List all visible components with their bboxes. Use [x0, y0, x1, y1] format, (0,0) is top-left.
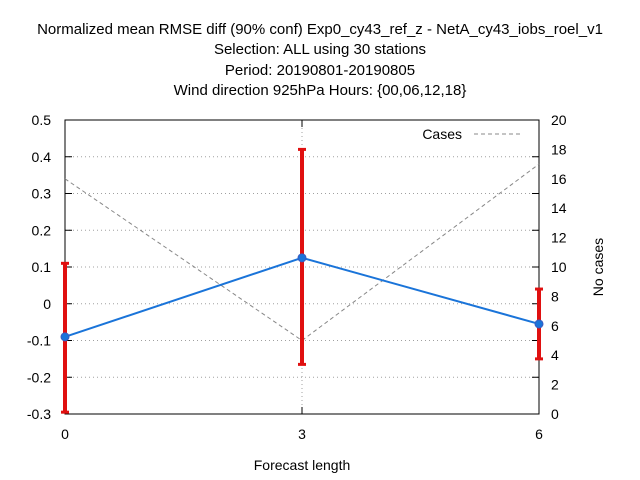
x-tick-label: 0: [61, 426, 69, 442]
data-point: [534, 319, 544, 329]
title-line-2: Selection: ALL using 30 stations: [213, 41, 427, 58]
y2-axis-label: No cases: [590, 238, 606, 296]
cases-line: [64, 163, 540, 342]
y2-tick-label: 2: [551, 377, 559, 393]
y-tick-label: -0.2: [27, 369, 51, 385]
y-tick-label: 0.3: [32, 186, 52, 202]
title-line-4: Wind direction 925hPa Hours: {00,06,12,1…: [173, 82, 467, 99]
y-tick-label: -0.3: [27, 406, 51, 422]
y-tick-label: 0.4: [32, 149, 52, 165]
data-point: [60, 332, 70, 342]
y2-tick-label: 6: [551, 318, 559, 334]
title-line-1: Normalized mean RMSE diff (90% conf) Exp…: [37, 21, 603, 38]
data-point: [297, 253, 307, 263]
title-line-3: Period: 20190801-20190805: [224, 62, 416, 79]
x-tick-label: 6: [535, 426, 543, 442]
y2-tick-label: 18: [551, 141, 567, 157]
y2-tick-label: 10: [551, 259, 567, 275]
y2-tick-label: 14: [551, 200, 567, 216]
y2-tick-label: 16: [551, 171, 567, 187]
x-tick-label: 3: [298, 426, 306, 442]
y-tick-label: 0.5: [32, 112, 52, 128]
y-tick-label: -0.1: [27, 333, 51, 349]
y2-tick-label: 12: [551, 230, 567, 246]
y2-tick-label: 20: [551, 112, 567, 128]
y-tick-label: 0.1: [32, 259, 52, 275]
y-tick-label: 0.2: [32, 222, 52, 238]
x-axis-label: Forecast length: [254, 457, 351, 473]
y2-tick-label: 0: [551, 406, 559, 422]
y2-tick-label: 8: [551, 288, 559, 304]
legend-label-cases: Cases: [422, 126, 462, 142]
y2-tick-label: 4: [551, 347, 559, 363]
y-tick-label: 0: [43, 296, 51, 312]
